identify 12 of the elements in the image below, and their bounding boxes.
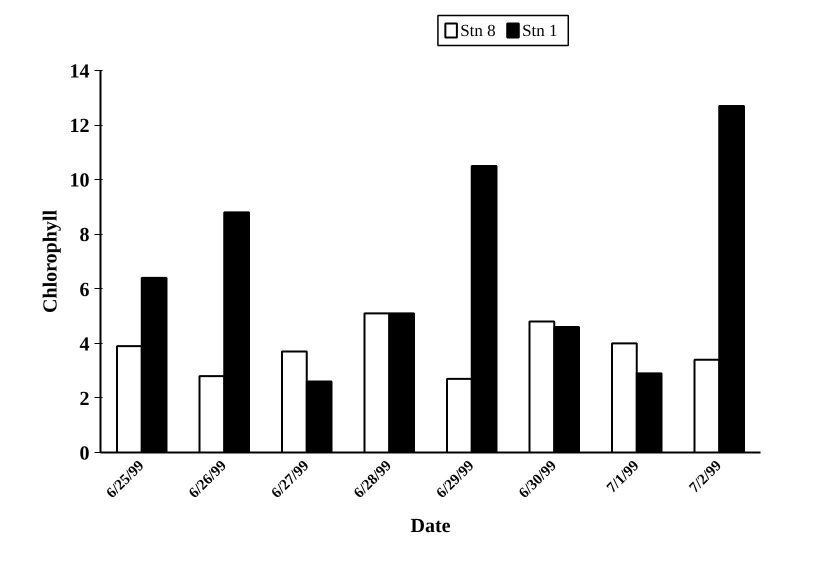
y-tick-label: 12 [70,115,90,138]
y-tick-label: 6 [80,278,90,301]
y-tick-label: 4 [80,333,90,356]
y-tick-label: 0 [80,442,90,464]
y-tick-label: 2 [80,388,90,410]
y-tick-label: 14 [70,60,90,82]
y-tick-label: 10 [70,170,90,192]
y-tick-label: 8 [80,224,90,246]
legend-label: Stn 8 [460,21,496,40]
legend-label: Stn 1 [522,21,558,40]
y-axis-title: Chlorophyll [40,210,62,313]
x-axis-title: Date [410,515,451,538]
